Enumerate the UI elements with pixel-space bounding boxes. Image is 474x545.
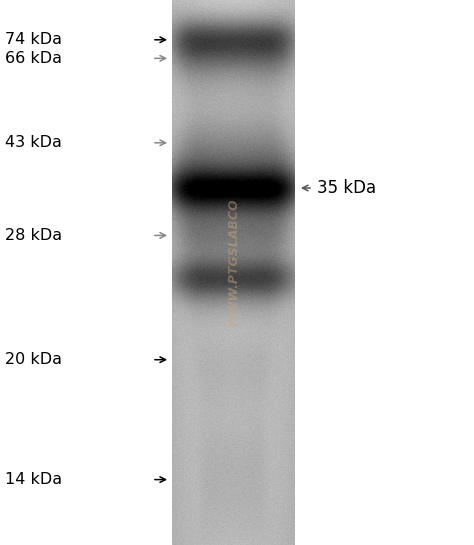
Text: 28 kDa: 28 kDa — [5, 228, 62, 243]
Text: 35 kDa: 35 kDa — [317, 179, 376, 197]
Text: 43 kDa: 43 kDa — [5, 135, 62, 150]
Text: WWW.PTGSLABCO: WWW.PTGSLABCO — [227, 197, 240, 326]
Text: 20 kDa: 20 kDa — [5, 352, 62, 367]
Text: 14 kDa: 14 kDa — [5, 472, 62, 487]
Text: 66 kDa: 66 kDa — [5, 51, 62, 66]
Text: 74 kDa: 74 kDa — [5, 32, 62, 47]
